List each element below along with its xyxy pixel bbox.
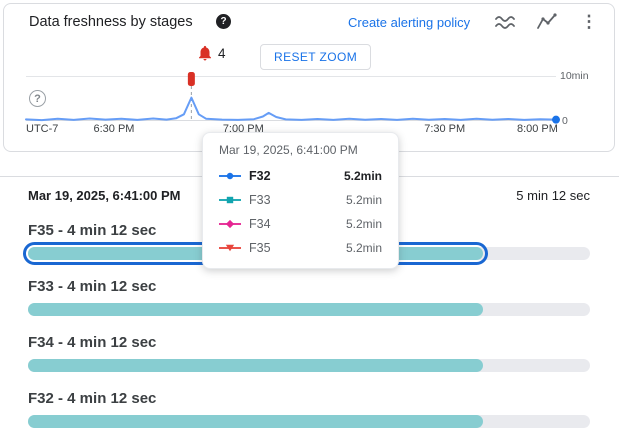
chart-tooltip: Mar 19, 2025, 6:41:00 PM F32 5.2min F33 … bbox=[202, 132, 399, 269]
series-name: F33 bbox=[249, 193, 271, 207]
bar-fill bbox=[28, 303, 484, 316]
timeseries-chart[interactable] bbox=[25, 72, 560, 124]
x-tick: 8:00 PM bbox=[516, 123, 558, 135]
stages-panel: Mar 19, 2025, 6:41:00 PM 5 min 12 sec F3… bbox=[23, 188, 590, 428]
series-marker-circle-icon bbox=[219, 170, 241, 182]
selected-timestamp: Mar 19, 2025, 6:41:00 PM bbox=[28, 188, 181, 203]
reset-zoom-button[interactable]: RESET ZOOM bbox=[260, 44, 372, 70]
series-value: 5.2min bbox=[345, 217, 382, 231]
x-tick: 7:30 PM bbox=[424, 123, 466, 135]
total-duration: 5 min 12 sec bbox=[516, 188, 590, 203]
stage-row-f32: F32 - 4 min 12 sec bbox=[28, 390, 590, 428]
series-name: F34 bbox=[249, 217, 271, 231]
stages-header: Mar 19, 2025, 6:41:00 PM 5 min 12 sec bbox=[28, 188, 590, 204]
series-name: F32 bbox=[249, 169, 271, 183]
create-alerting-policy-link[interactable]: Create alerting policy bbox=[348, 15, 471, 30]
stage-label: F34 - 4 min 12 sec bbox=[28, 334, 157, 351]
series-marker-square-icon bbox=[219, 194, 241, 206]
tooltip-row: F32 5.2min bbox=[219, 164, 382, 188]
series-marker-triangle-icon bbox=[219, 242, 241, 254]
help-icon[interactable]: ? bbox=[216, 14, 231, 29]
freshness-card: Data freshness by stages ? Create alerti… bbox=[3, 3, 615, 152]
x-axis: UTC-7 6:30 PM 7:00 PM 7:30 PM 8:00 PM bbox=[26, 123, 558, 137]
bar-fill bbox=[28, 359, 484, 372]
bar-fill bbox=[28, 415, 484, 428]
stage-label: F32 - 4 min 12 sec bbox=[28, 390, 157, 407]
tooltip-row: F33 5.2min bbox=[219, 188, 382, 212]
series-name: F35 bbox=[249, 241, 271, 255]
more-options-icon[interactable]: ⋮ bbox=[580, 12, 598, 31]
stage-label: F33 - 4 min 12 sec bbox=[28, 278, 157, 295]
stage-row-f33: F33 - 4 min 12 sec bbox=[28, 278, 590, 316]
stage-label: F35 - 4 min 12 sec bbox=[28, 222, 157, 239]
x-tick: 6:30 PM bbox=[93, 123, 135, 135]
y-axis-min-label: 0 bbox=[562, 115, 568, 127]
line-chart-icon[interactable] bbox=[536, 11, 558, 33]
alert-count: 4 bbox=[218, 46, 226, 61]
alert-bell-icon[interactable] bbox=[196, 44, 214, 62]
y-axis-max-label: 10min bbox=[560, 70, 589, 82]
series-marker-diamond-icon bbox=[219, 218, 241, 230]
stage-bar[interactable] bbox=[28, 303, 590, 316]
tooltip-row: F34 5.2min bbox=[219, 212, 382, 236]
tooltip-timestamp: Mar 19, 2025, 6:41:00 PM bbox=[219, 143, 358, 157]
chart-help-icon[interactable]: ? bbox=[29, 90, 46, 107]
stage-bar[interactable] bbox=[28, 359, 590, 372]
tooltip-row: F35 5.2min bbox=[219, 236, 382, 260]
series-value: 5.2min bbox=[343, 169, 382, 183]
x-tick-utc: UTC-7 bbox=[26, 123, 59, 135]
series-value: 5.2min bbox=[345, 193, 382, 207]
series-value: 5.2min bbox=[345, 241, 382, 255]
stage-bar[interactable] bbox=[28, 415, 590, 428]
stage-row-f34: F34 - 4 min 12 sec bbox=[28, 334, 590, 372]
stacked-area-chart-icon[interactable] bbox=[494, 11, 516, 33]
card-title: Data freshness by stages bbox=[29, 14, 193, 30]
